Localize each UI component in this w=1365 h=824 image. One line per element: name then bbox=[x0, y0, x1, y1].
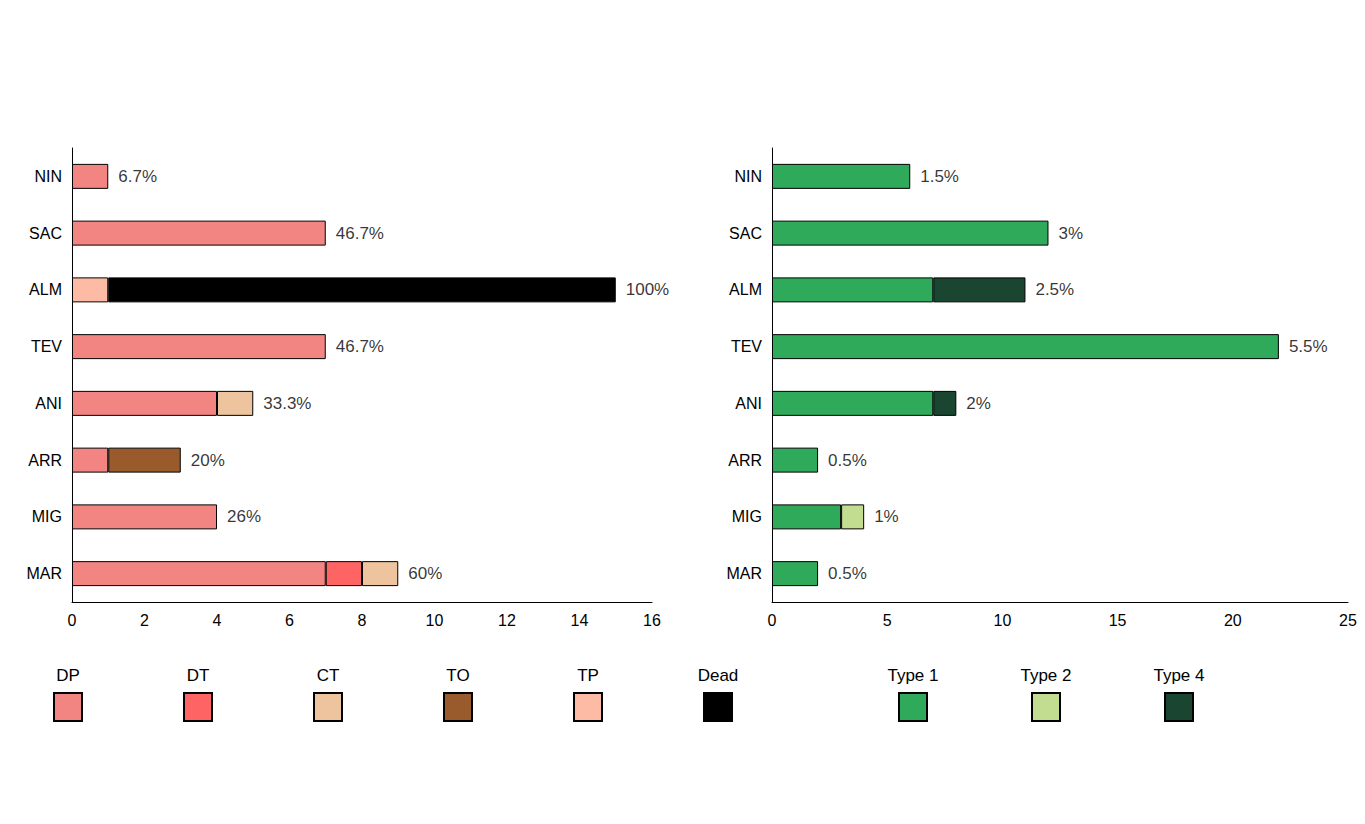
svg-text:6: 6 bbox=[285, 612, 294, 629]
svg-text:0: 0 bbox=[768, 612, 777, 629]
svg-text:ARR: ARR bbox=[28, 452, 62, 469]
svg-text:6.7%: 6.7% bbox=[118, 167, 157, 186]
svg-text:46.7%: 46.7% bbox=[336, 337, 384, 356]
svg-text:TEV: TEV bbox=[731, 338, 762, 355]
svg-text:NIN: NIN bbox=[34, 168, 62, 185]
svg-text:NIN: NIN bbox=[734, 168, 762, 185]
svg-text:3%: 3% bbox=[1058, 224, 1083, 243]
svg-text:12: 12 bbox=[498, 612, 516, 629]
html-text:TP: TP bbox=[577, 666, 599, 685]
svg-text:2%: 2% bbox=[966, 394, 991, 413]
svg-text:26%: 26% bbox=[227, 507, 261, 526]
svg-text:ALM: ALM bbox=[729, 281, 762, 298]
svg-text:46.7%: 46.7% bbox=[336, 224, 384, 243]
svg-text:ANI: ANI bbox=[735, 395, 762, 412]
html-text:Type 1: Type 1 bbox=[887, 666, 939, 685]
svg-text:20: 20 bbox=[1224, 612, 1242, 629]
svg-text:SAC: SAC bbox=[29, 225, 62, 242]
svg-text:MIG: MIG bbox=[732, 508, 762, 525]
svg-text:15: 15 bbox=[1109, 612, 1127, 629]
svg-text:MIG: MIG bbox=[32, 508, 62, 525]
svg-text:5: 5 bbox=[883, 612, 892, 629]
svg-text:60%: 60% bbox=[408, 564, 442, 583]
svg-text:TEV: TEV bbox=[31, 338, 62, 355]
html-text:CT: CT bbox=[316, 666, 340, 685]
svg-text:MAR: MAR bbox=[26, 565, 62, 582]
svg-text:2.5%: 2.5% bbox=[1035, 280, 1074, 299]
html-text:Dead: Dead bbox=[697, 666, 739, 685]
svg-text:0: 0 bbox=[68, 612, 77, 629]
svg-text:ANI: ANI bbox=[35, 395, 62, 412]
svg-text:5.5%: 5.5% bbox=[1289, 337, 1328, 356]
svg-text:MAR: MAR bbox=[726, 565, 762, 582]
svg-text:20%: 20% bbox=[191, 451, 225, 470]
svg-text:10: 10 bbox=[426, 612, 444, 629]
svg-text:8: 8 bbox=[358, 612, 367, 629]
html-text:TO: TO bbox=[446, 666, 470, 685]
svg-text:0.5%: 0.5% bbox=[828, 451, 867, 470]
html-text:DT: DT bbox=[186, 666, 210, 685]
svg-text:14: 14 bbox=[571, 612, 589, 629]
html-text:DP: DP bbox=[56, 666, 80, 685]
svg-text:ARR: ARR bbox=[728, 452, 762, 469]
svg-text:33.3%: 33.3% bbox=[263, 394, 311, 413]
svg-text:4: 4 bbox=[213, 612, 222, 629]
svg-text:1.5%: 1.5% bbox=[920, 167, 959, 186]
html-text:Type 4: Type 4 bbox=[1153, 666, 1205, 685]
svg-text:16: 16 bbox=[643, 612, 661, 629]
svg-text:25: 25 bbox=[1339, 612, 1357, 629]
svg-text:10: 10 bbox=[994, 612, 1012, 629]
svg-text:100%: 100% bbox=[626, 280, 669, 299]
svg-text:2: 2 bbox=[140, 612, 149, 629]
svg-text:ALM: ALM bbox=[29, 281, 62, 298]
svg-text:0.5%: 0.5% bbox=[828, 564, 867, 583]
html-text:Type 2: Type 2 bbox=[1020, 666, 1072, 685]
svg-text:SAC: SAC bbox=[729, 225, 762, 242]
svg-text:1%: 1% bbox=[874, 507, 899, 526]
